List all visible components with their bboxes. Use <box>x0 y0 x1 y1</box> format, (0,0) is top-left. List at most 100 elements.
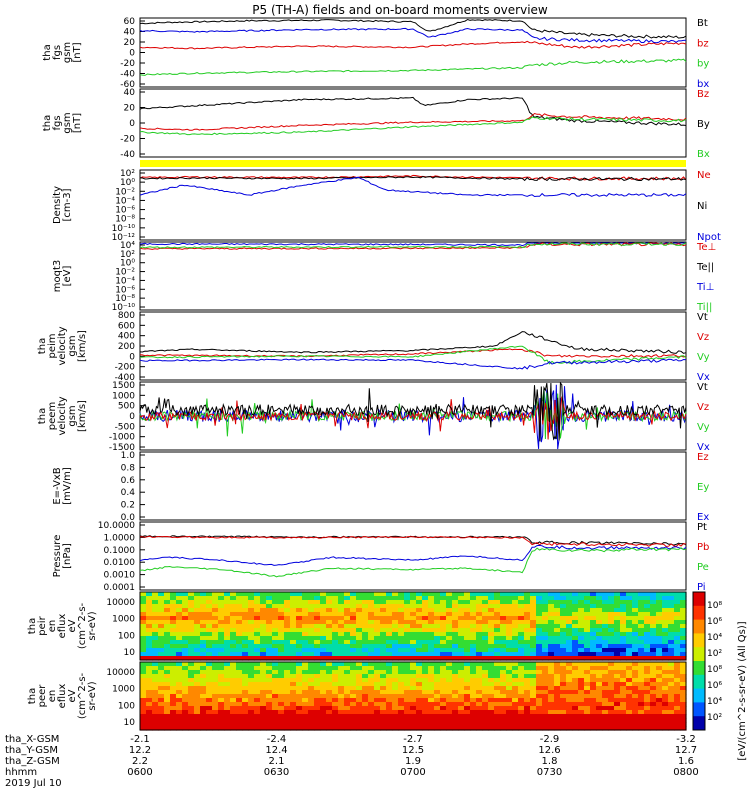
y-tick-label: 0.2 <box>121 501 135 511</box>
legend-Ey: Ey <box>697 482 709 493</box>
footer-value: -2.1 <box>130 734 150 745</box>
legend-Bz: Bz <box>697 89 709 100</box>
series-Black <box>139 96 687 126</box>
y-tick-label: 500 <box>118 402 135 412</box>
y-tick-label: 1000 <box>112 391 135 401</box>
y-tick-label: 10⁻² <box>115 268 135 278</box>
footer-value: 12.6 <box>538 745 560 756</box>
y-tick-label: 0 <box>129 352 135 362</box>
panel-frame <box>139 17 687 88</box>
footer-date: 2019 Jul 10 <box>5 778 62 789</box>
footer-label: hhmm <box>5 767 37 778</box>
footer-value: 0630 <box>264 767 289 778</box>
panel-ylabel: thafgsgsm[nT] <box>42 42 83 63</box>
panel-ylabel: moqt3[eV] <box>52 260 73 293</box>
y-tick-label: -40 <box>120 70 135 80</box>
colorbar <box>692 591 706 731</box>
legend-Bx: Bx <box>697 149 710 160</box>
y-tick-label: -20 <box>120 59 135 69</box>
colorbar-tick: 10⁶ <box>707 617 722 627</box>
y-tick-label: -500 <box>115 422 136 432</box>
y-tick-label: 0.8 <box>121 463 136 473</box>
y-tick-label: 10 <box>124 718 136 728</box>
legend-Npot: Npot <box>697 232 721 243</box>
legend-Ez: Ez <box>697 452 709 463</box>
series-bz <box>139 40 687 50</box>
legend-Ex: Ex <box>697 512 709 523</box>
y-tick-label: -200 <box>115 363 136 373</box>
panel-frame <box>139 521 687 591</box>
y-tick-label: 600 <box>118 321 135 331</box>
y-tick-label: 1500 <box>112 381 135 391</box>
legend-Vz: Vz <box>697 332 709 343</box>
legend-by: by <box>697 59 709 70</box>
y-tick-label: 0.0001 <box>104 583 136 593</box>
series-Pe <box>139 547 687 578</box>
y-tick-label: 100 <box>118 701 135 711</box>
panel-ylabel: E=-VxB[mV/m] <box>52 467 73 505</box>
y-tick-label: 1000 <box>112 685 135 695</box>
spectrogram-s1: thapeirenefluxeV(cm^2-s-sr-eV) 10000 1000 1… <box>27 591 687 661</box>
series-Ni <box>139 175 687 182</box>
footer-label: tha_X-GSM <box>5 734 59 745</box>
y-tick-label: -40 <box>120 150 135 160</box>
panel-ylabel: Density[cm-3] <box>52 186 73 224</box>
footer-value: 0600 <box>127 767 152 778</box>
series-Vt <box>139 331 687 354</box>
series-Ne <box>139 174 687 181</box>
y-tick-label: -1000 <box>109 433 135 443</box>
panel-ylabel: thapeemvelocitygsm[km/s] <box>37 396 88 435</box>
y-tick-label: 10⁻⁴ <box>115 196 135 206</box>
y-tick-label: 10 <box>124 648 136 658</box>
separator-bar <box>140 160 686 167</box>
y-tick-label: 0.0100 <box>104 558 136 568</box>
y-tick-label: 0.4 <box>121 488 136 498</box>
legend-Vt: Vt <box>697 312 708 323</box>
legend-Te⊥: Te⊥ <box>696 242 716 253</box>
y-tick-label: 10⁻¹⁰ <box>112 303 136 313</box>
y-tick-label: 10⁻⁴ <box>115 276 135 286</box>
panel-p7: E=-VxB[mV/m] 1.0 0.8 0.6 0.4 0.2 0.0 Ez Ey Ex <box>52 451 709 523</box>
y-tick-label: 0.0 <box>121 513 136 523</box>
legend-Pe: Pe <box>697 562 709 573</box>
y-tick-label: 10000 <box>106 668 135 678</box>
y-tick-label: 800 <box>118 311 135 321</box>
colorbar-label: [eV/(cm^2-s-sr-eV) (All Qs)] <box>737 621 748 760</box>
y-tick-label: 10⁰ <box>120 178 135 188</box>
y-tick-label: 10000 <box>106 598 135 608</box>
panel-ylabel: Pressure[nPa] <box>52 535 73 578</box>
series-by <box>139 58 687 76</box>
footer-value: 12.4 <box>265 745 287 756</box>
footer-value: 12.7 <box>675 745 697 756</box>
panel-p5: thapeimvelocitygsm[km/s] 8006004002000-20… <box>37 311 710 383</box>
legend-bx: bx <box>697 79 709 90</box>
y-tick-label: 10⁴ <box>120 241 135 251</box>
y-tick-label: 0.6 <box>121 476 136 486</box>
y-tick-label: 0 <box>129 412 135 422</box>
legend-Ti||: Ti|| <box>696 302 712 313</box>
series-Red <box>139 112 687 131</box>
y-tick-label: 1000 <box>112 615 135 625</box>
y-tick-label: 0 <box>129 119 135 129</box>
y-tick-label: 40 <box>124 88 136 98</box>
spectrogram-ylabel: thapeirenefluxeV(cm^2-s-sr-eV) <box>27 602 98 649</box>
panel-p8: Pressure[nPa] 10.0000 1.0000 0.1000 0.0100 0.… <box>52 521 709 593</box>
y-tick-label: 10⁰ <box>120 259 135 269</box>
footer-value: -2.4 <box>267 734 287 745</box>
colorbar-tick: 10² <box>707 713 722 723</box>
footer-value: -2.9 <box>540 734 560 745</box>
legend-Ne: Ne <box>697 170 711 181</box>
footer-value: -3.2 <box>676 734 696 745</box>
colorbar-tick: 10² <box>707 649 722 659</box>
chart-title: P5 (TH-A) fields and on-board moments ov… <box>252 3 548 17</box>
y-tick-label: -60 <box>120 80 135 90</box>
footer-value: 0800 <box>673 767 698 778</box>
series-red <box>139 391 687 440</box>
footer-value: 1.8 <box>542 756 558 767</box>
series-Pb <box>139 535 687 548</box>
legend-Vt: Vt <box>697 382 708 393</box>
footer-value: 0730 <box>537 767 562 778</box>
y-tick-label: 200 <box>118 342 135 352</box>
